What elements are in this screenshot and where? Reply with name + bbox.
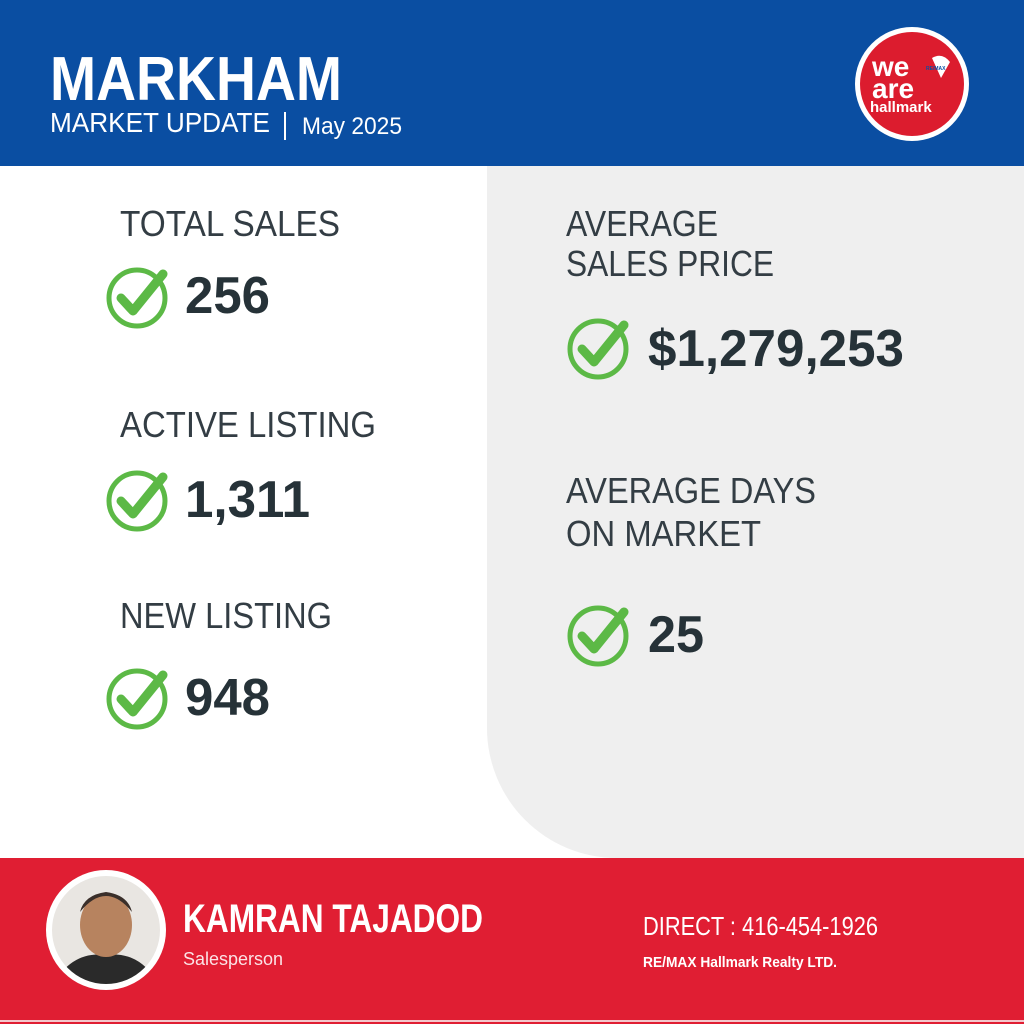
- logo-text: we: [871, 51, 909, 82]
- subtitle: MARKET UPDATE: [50, 107, 270, 138]
- agent-photo: [46, 870, 166, 990]
- stat-label: NEW LISTING: [120, 595, 332, 636]
- footer-band: [0, 858, 1024, 1024]
- stat-value: $1,279,253: [648, 320, 904, 378]
- agent-phone: DIRECT : 416-454-1926: [643, 911, 878, 941]
- stat-value: 1,311: [185, 471, 310, 529]
- stat-label: AVERAGE: [566, 203, 718, 244]
- stat-value: 256: [185, 267, 270, 325]
- stat-label: ON MARKET: [566, 513, 761, 554]
- right-panel: [487, 166, 1024, 858]
- stat-value: 948: [185, 669, 270, 727]
- stat-label: SALES PRICE: [566, 243, 774, 284]
- agent-name: KAMRAN TAJADOD: [183, 897, 483, 941]
- logo-badge: RE/MAX: [926, 66, 946, 72]
- logo-text: are: [872, 73, 914, 104]
- agent-role: Salesperson: [183, 949, 283, 969]
- logo: we are hallmark RE/MAX: [855, 27, 969, 141]
- stat-label: TOTAL SALES: [120, 203, 340, 244]
- stat-value: 25: [648, 606, 704, 664]
- agent-company: RE/MAX Hallmark Realty LTD.: [643, 954, 837, 971]
- stat-label: AVERAGE DAYS: [566, 470, 816, 511]
- logo-text: hallmark: [870, 99, 932, 116]
- title: MARKHAM: [50, 45, 342, 114]
- stat-label: ACTIVE LISTING: [120, 404, 376, 445]
- header-band: [0, 0, 1024, 166]
- date: May 2025: [302, 113, 402, 140]
